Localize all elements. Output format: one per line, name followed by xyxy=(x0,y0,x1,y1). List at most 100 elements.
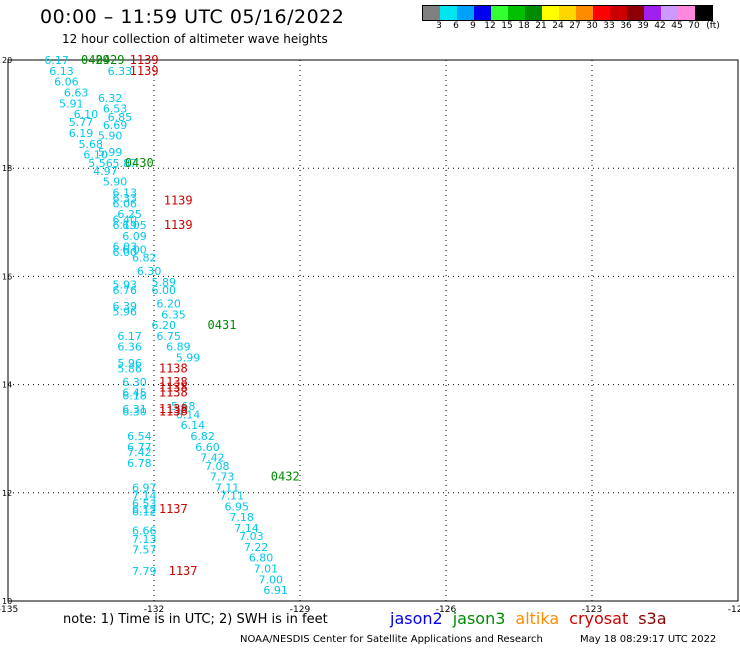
pass-time-label: 1138 xyxy=(159,361,188,375)
wave-height-value: 6.05 xyxy=(122,219,147,232)
credit-text: NOAA/NESDIS Center for Satellite Applica… xyxy=(240,634,543,645)
legend-label: 3 xyxy=(436,21,442,31)
satellite-legend: jason2 jason3 altika cryosat s3a xyxy=(390,609,677,628)
pass-time-label: 0431 xyxy=(208,318,237,332)
wave-height-value: 6.80 xyxy=(249,552,274,565)
legend-label: 36 xyxy=(620,21,632,31)
generated-time: May 18 08:29:17 UTC 2022 xyxy=(580,634,717,645)
legend-label: 21 xyxy=(535,21,547,31)
wave-height-points: 6.176.13 6.336.066.63 6.325.91 6.536.10 6.85… xyxy=(44,54,288,597)
wave-height-value: 6.10 xyxy=(74,108,99,121)
pass-time-label: 1137 xyxy=(159,502,188,516)
legend-swatch xyxy=(559,6,576,20)
pass-time-label: 1139 xyxy=(130,53,159,67)
map-grid xyxy=(8,60,738,601)
wave-height-value: 5.90 xyxy=(98,130,123,143)
wave-height-value: 6.40 xyxy=(113,214,138,227)
wave-height-value: 5.68 xyxy=(78,138,103,151)
wave-height-value: 6.13 xyxy=(113,187,138,200)
legend-label: 9 xyxy=(470,21,476,31)
wave-height-value: 6.12 xyxy=(132,506,157,519)
satellite-s3a: s3a xyxy=(638,609,667,628)
wave-height-value: 6.95 xyxy=(224,500,249,513)
wave-height-value: 6.75 xyxy=(156,330,181,343)
wave-height-value: 6.13 xyxy=(49,65,74,78)
wave-height-value: 4.97 xyxy=(93,165,118,178)
legend-label: 39 xyxy=(637,21,649,31)
wave-height-value: 5.96 xyxy=(117,357,142,370)
pass-time-label: 1138 xyxy=(159,380,188,394)
legend-swatch xyxy=(508,6,525,20)
wave-height-value: 6.09 xyxy=(122,230,147,243)
wave-height-value: 6.10 xyxy=(83,149,108,162)
lat-tick-label: 16 xyxy=(2,272,12,281)
wave-height-value: 6.25 xyxy=(117,208,142,221)
wave-height-value: 7.14 xyxy=(132,490,157,503)
lon-tick-label: -123 xyxy=(582,605,602,615)
legend-swatch xyxy=(661,6,678,20)
wave-height-value: 5.89 xyxy=(151,276,176,289)
legend-swatch xyxy=(695,6,712,20)
wave-height-value: 6.35 xyxy=(161,308,186,321)
wave-height-value: 5.91 xyxy=(59,97,84,110)
wave-height-value: 7.14 xyxy=(234,522,259,535)
legend-swatch xyxy=(644,6,661,20)
pass-time-label: 1139 xyxy=(164,194,193,208)
wave-height-value: 6.12 xyxy=(132,503,157,516)
legend-swatch xyxy=(610,6,627,20)
wave-height-value: 6.53 xyxy=(132,498,157,511)
wave-height-value: 6.85 xyxy=(108,111,133,124)
legend-label: 24 xyxy=(552,21,564,31)
legend-label: 15 xyxy=(501,21,513,31)
satellite-altika: altika xyxy=(515,609,560,628)
axis-ticks: -135 -132 -129 -126 -123 -120 20 18 16 14 12 10 xyxy=(0,56,740,615)
wave-height-value: 5.90 xyxy=(103,176,128,189)
legend-swatch xyxy=(474,6,491,20)
pass-time-label: 1138 xyxy=(159,375,188,389)
wave-height-value: 6.06 xyxy=(113,197,138,210)
wave-height-value: 7.00 xyxy=(259,573,284,586)
legend-swatch xyxy=(627,6,644,20)
wave-height-value: 6.31 xyxy=(122,403,147,416)
wave-height-value: 6.89 xyxy=(166,341,191,354)
lat-tick-label: 14 xyxy=(2,381,12,390)
wave-height-value: 6.32 xyxy=(98,92,123,105)
wave-height-value: 6.00 xyxy=(113,246,138,259)
wave-height-value: 7.11 xyxy=(215,481,240,494)
wave-height-value: 6.00 xyxy=(151,284,176,297)
wave-height-value: 6.60 xyxy=(195,441,220,454)
color-legend-labels: 3 6 9 12 15 18 21 24 27 30 33 36 39 42 45 70 (ft) xyxy=(422,21,740,33)
wave-height-value: 7.18 xyxy=(229,511,254,524)
wave-height-value: 6.36 xyxy=(117,341,142,354)
wave-height-value: 5.87 xyxy=(113,157,138,170)
pass-time-label: 1139 xyxy=(164,218,193,232)
wave-height-value: 6.66 xyxy=(132,525,157,538)
wave-height-value: 6.18 xyxy=(122,389,147,402)
wave-height-value: 6.33 xyxy=(108,65,133,78)
wave-height-value: 6.30 xyxy=(137,265,162,278)
legend-swatch xyxy=(440,6,457,20)
plot-frame xyxy=(7,59,739,602)
wave-height-value: 6.91 xyxy=(263,584,288,597)
wave-height-value: 5.68 xyxy=(171,400,196,413)
lon-tick-label: -135 xyxy=(0,605,18,615)
wave-height-value: 7.79 xyxy=(132,565,157,578)
lon-tick-label: -129 xyxy=(290,605,311,615)
wave-height-value: 6.30 xyxy=(122,406,147,419)
wave-height-value: 5.93 xyxy=(113,279,138,292)
wave-height-value: 6.17 xyxy=(44,54,69,67)
wave-height-value: 5.86 xyxy=(117,362,142,375)
wave-height-value: 6.19 xyxy=(69,127,94,140)
legend-label: 12 xyxy=(484,21,496,31)
wave-height-value: 6.78 xyxy=(127,457,152,470)
lon-tick-label: -120 xyxy=(728,605,740,615)
wave-height-value: 5.77 xyxy=(69,116,94,129)
pass-time-label: 1138 xyxy=(159,402,188,416)
pass-time-label: 1138 xyxy=(159,405,188,419)
satellite-jason2: jason2 xyxy=(390,609,443,628)
wave-height-value: 6.53 xyxy=(103,103,128,116)
wave-height-value: 5.99 xyxy=(98,146,123,159)
pass-time-label: 1138 xyxy=(159,386,188,400)
